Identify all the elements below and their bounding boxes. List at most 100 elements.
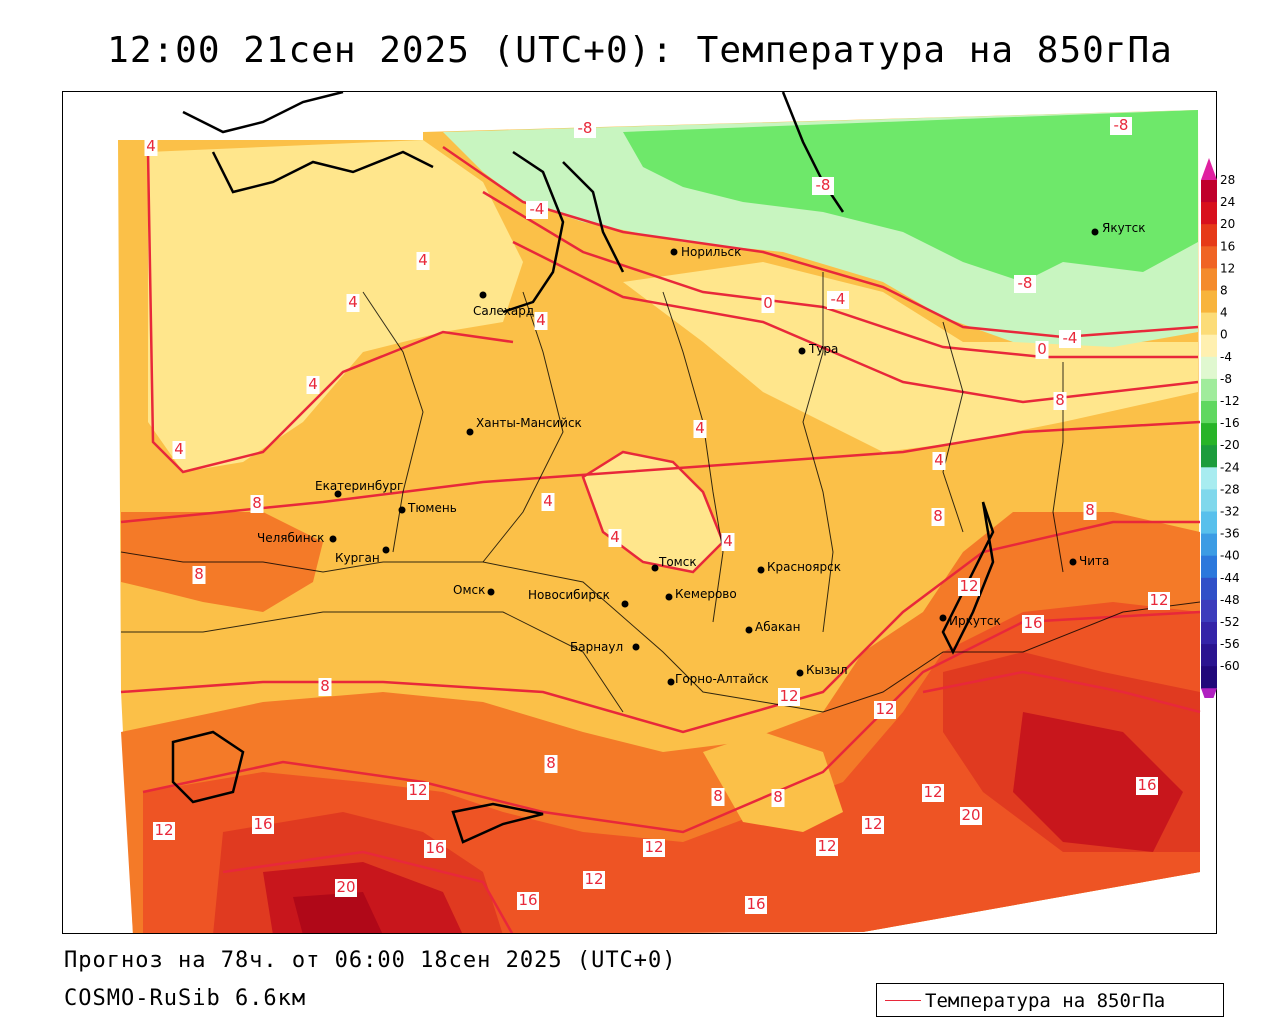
colorbar-swatch [1201, 268, 1217, 291]
contour-label: -4 [827, 290, 849, 309]
city-omsk: Омск [453, 583, 495, 597]
svg-text:12: 12 [408, 781, 427, 799]
city-yakutsk: Якутск [1091, 221, 1146, 236]
map-canvas: Норильск Якутск Салехард Тура Ханты-Манс… [118, 92, 1201, 933]
svg-text:20: 20 [961, 806, 980, 824]
svg-text:12: 12 [1149, 591, 1168, 609]
region-borders [120, 272, 1201, 713]
city-khanty-mansiysk: Ханты-Мансийск [466, 416, 582, 436]
city-salekhard: Салехард [473, 291, 534, 318]
contour-label: 12 [583, 870, 605, 889]
contour-label: 16 [1136, 776, 1158, 795]
city-novosibirsk: Новосибирск [528, 588, 629, 608]
colorbar-tick-label: 4 [1220, 306, 1228, 320]
svg-text:8: 8 [194, 565, 204, 583]
contour-label: 16 [424, 839, 446, 858]
svg-text:Барнаул: Барнаул [570, 640, 623, 654]
city-irkutsk: Иркутск [939, 614, 1001, 628]
city-gorno-altaysk: Горно-Алтайск [667, 672, 769, 686]
colorbar-tick-label: 24 [1220, 195, 1235, 209]
colorbar-tick-label: -48 [1220, 593, 1240, 607]
contour-label: 12 [874, 700, 896, 719]
colorbar-swatch [1201, 533, 1217, 557]
colorbar-bottom-arrow [1201, 688, 1217, 698]
zone-pale-yellow-nw [148, 140, 523, 472]
baikal-outline [941, 501, 995, 655]
colorbar-tick-label: -36 [1220, 527, 1240, 541]
temperature-map: Норильск Якутск Салехард Тура Ханты-Манс… [62, 91, 1217, 934]
colorbar-swatch [1201, 577, 1217, 601]
city-kyzyl: Кызыл [796, 663, 848, 677]
contour-label: 12 [922, 783, 944, 802]
contour-label: 12 [816, 837, 838, 856]
svg-text:Екатеринбург: Екатеринбург [315, 479, 403, 493]
svg-text:-4: -4 [530, 200, 545, 218]
svg-text:12: 12 [154, 821, 173, 839]
aral-sea-outline [171, 730, 245, 804]
svg-text:Курган: Курган [335, 551, 380, 565]
colorbar-tick-label: 28 [1220, 173, 1235, 187]
svg-text:Челябинск: Челябинск [257, 531, 324, 545]
colorbar-swatch [1201, 401, 1217, 424]
colorbar-tick-label: -52 [1220, 615, 1240, 629]
svg-text:16: 16 [1023, 614, 1042, 632]
city-yekaterinburg: Екатеринбург [315, 479, 403, 498]
contour-label: 16 [745, 895, 767, 914]
contour-label: 4 [721, 532, 735, 551]
svg-text:Иркутск: Иркутск [949, 614, 1001, 628]
colorbar-tick-label: -16 [1220, 416, 1240, 430]
city-tyumen: Тюмень [398, 501, 457, 515]
contour-label: 4 [416, 251, 430, 270]
svg-text:Кызыл: Кызыл [806, 663, 848, 677]
colorbar-swatch [1201, 644, 1217, 667]
svg-text:16: 16 [746, 895, 765, 913]
contour-label: 8 [544, 754, 558, 773]
svg-text:Кемерово: Кемерово [675, 587, 737, 601]
svg-text:8: 8 [713, 787, 723, 805]
svg-text:-8: -8 [1018, 274, 1033, 292]
svg-text:8: 8 [1055, 391, 1065, 409]
contour-label: 4 [534, 311, 548, 330]
contour-label: 8 [931, 507, 945, 526]
colorbar-tick-label: 0 [1220, 328, 1228, 342]
colorbar-swatch [1201, 202, 1217, 225]
colorbar-tick-label: 16 [1220, 239, 1235, 253]
colorbar-tick-label: -60 [1220, 659, 1240, 673]
colorbar-swatch [1201, 312, 1217, 336]
map-title: 12:00 21сен 2025 (UTC+0): Температура на… [107, 30, 1173, 71]
contour-label: 16 [1022, 614, 1044, 633]
svg-text:0: 0 [1037, 340, 1047, 358]
contour-label: -8 [1014, 274, 1036, 293]
svg-text:Абакан: Абакан [755, 620, 800, 634]
svg-text:8: 8 [1085, 501, 1095, 519]
colorbar-tick-label: -24 [1220, 460, 1240, 474]
colorbar-tick-label: -40 [1220, 549, 1240, 563]
zone-cold-green [623, 110, 1198, 282]
svg-text:12: 12 [779, 687, 798, 705]
svg-text:Салехард: Салехард [473, 304, 534, 318]
svg-text:Ханты-Мансийск: Ханты-Мансийск [476, 416, 582, 430]
svg-text:Якутск: Якутск [1102, 221, 1146, 235]
svg-text:16: 16 [253, 815, 272, 833]
contour-label: -8 [812, 176, 834, 195]
zone-pale-south [703, 732, 843, 832]
svg-text:12: 12 [863, 815, 882, 833]
colorbar-swatch [1201, 180, 1217, 203]
svg-text:Томск: Томск [658, 555, 697, 569]
contour-label: 4 [608, 528, 622, 547]
svg-text:4: 4 [536, 311, 546, 329]
svg-text:12: 12 [584, 870, 603, 888]
svg-text:8: 8 [320, 677, 330, 695]
colorbar-swatch [1201, 599, 1217, 623]
model-info: COSMO-RuSib 6.6км [64, 986, 307, 1011]
contour-label: 8 [711, 787, 725, 806]
colorbar: 28 24 20 16 12 8 4 0 -4 -8 -12 -16 -20 -24 -28 -32 -36 -4… [1201, 158, 1240, 698]
colorbar-tick-label: -4 [1220, 350, 1232, 364]
contour-label: 8 [1053, 391, 1067, 410]
svg-text:4: 4 [723, 532, 733, 550]
svg-text:16: 16 [518, 891, 537, 909]
colorbar-swatch [1201, 290, 1217, 314]
contour-label: 12 [1148, 591, 1170, 610]
city-chelyabinsk: Челябинск [257, 531, 337, 545]
city-chita: Чита [1069, 554, 1109, 568]
